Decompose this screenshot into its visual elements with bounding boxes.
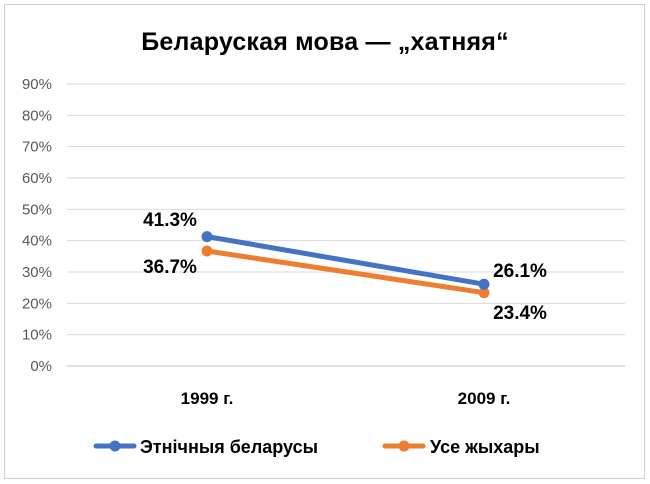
legend-label: Этнічныя беларусы bbox=[140, 437, 318, 457]
data-point bbox=[201, 231, 213, 243]
y-tick-label: 90% bbox=[22, 76, 52, 93]
y-tick-label: 0% bbox=[30, 358, 52, 375]
series-line bbox=[204, 234, 487, 287]
data-label: 26.1% bbox=[493, 261, 547, 282]
y-tick-label: 80% bbox=[22, 107, 52, 124]
data-point bbox=[478, 278, 490, 290]
legend-marker-icon bbox=[109, 440, 121, 452]
x-tick-label: 2009 г. bbox=[458, 389, 511, 408]
y-tick-label: 50% bbox=[22, 201, 52, 218]
data-point bbox=[201, 245, 213, 257]
y-tick-label: 70% bbox=[22, 139, 52, 156]
y-tick-label: 20% bbox=[22, 295, 52, 312]
y-tick-label: 10% bbox=[22, 327, 52, 344]
y-tick-label: 30% bbox=[22, 264, 52, 281]
data-label: 41.3% bbox=[143, 210, 197, 231]
chart-title: Беларуская мова — „хатняя“ bbox=[141, 28, 509, 56]
data-point bbox=[478, 287, 490, 299]
series-line bbox=[204, 248, 487, 296]
legend-marker-icon bbox=[398, 440, 410, 452]
x-tick-label: 1999 г. bbox=[181, 389, 234, 408]
data-label: 23.4% bbox=[493, 303, 547, 324]
y-tick-label: 60% bbox=[22, 170, 52, 187]
legend-label: Усе жыхары bbox=[430, 437, 540, 457]
y-tick-label: 40% bbox=[22, 233, 52, 250]
data-label: 36.7% bbox=[143, 257, 197, 278]
chart-frame bbox=[4, 4, 645, 479]
